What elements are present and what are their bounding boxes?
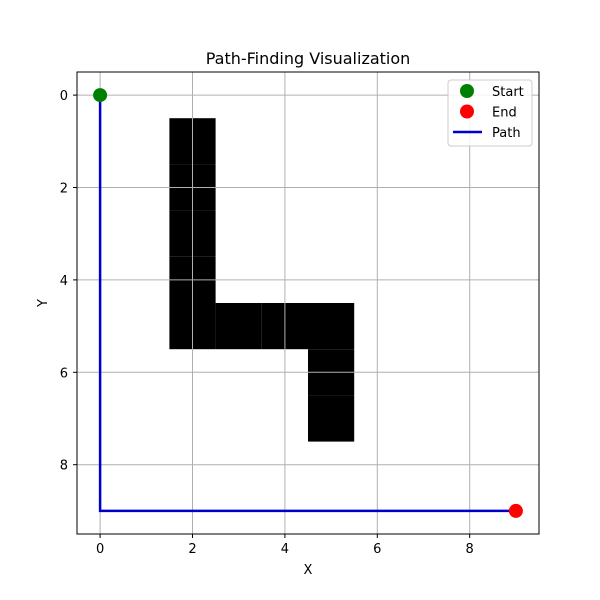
x-tick-label: 4 xyxy=(281,542,289,557)
legend-end-marker xyxy=(460,104,474,119)
plot-area: 0 2 4 6 8 0 2 4 6 8 xyxy=(60,71,540,557)
legend-path-label: Path xyxy=(492,126,521,141)
end-marker xyxy=(508,503,523,518)
obstacle-cell xyxy=(308,303,355,350)
x-tick-label: 2 xyxy=(188,542,196,557)
obstacle-cell xyxy=(215,303,262,350)
x-tick-label: 0 xyxy=(96,542,104,557)
path-line xyxy=(98,95,516,513)
y-tick-label: 8 xyxy=(60,459,68,474)
legend-start-marker xyxy=(460,84,474,98)
y-tick-label: 6 xyxy=(60,366,68,381)
obstacle-cell xyxy=(308,395,355,442)
y-tick-label: 4 xyxy=(60,274,68,289)
legend-end-label: End xyxy=(492,106,517,121)
y-tick-label: 0 xyxy=(60,89,68,104)
axes-frame xyxy=(76,71,540,535)
legend: Start End Path xyxy=(447,79,533,147)
x-axis-label: X xyxy=(304,563,313,578)
y-axis-label: Y xyxy=(36,299,51,308)
start-marker xyxy=(93,88,108,103)
x-tick-label: 6 xyxy=(373,542,381,557)
legend-start-label: Start xyxy=(492,85,524,100)
chart-title: Path-Finding Visualization xyxy=(206,49,411,68)
y-tick-label: 2 xyxy=(60,182,68,197)
x-tick-label: 8 xyxy=(466,542,474,557)
